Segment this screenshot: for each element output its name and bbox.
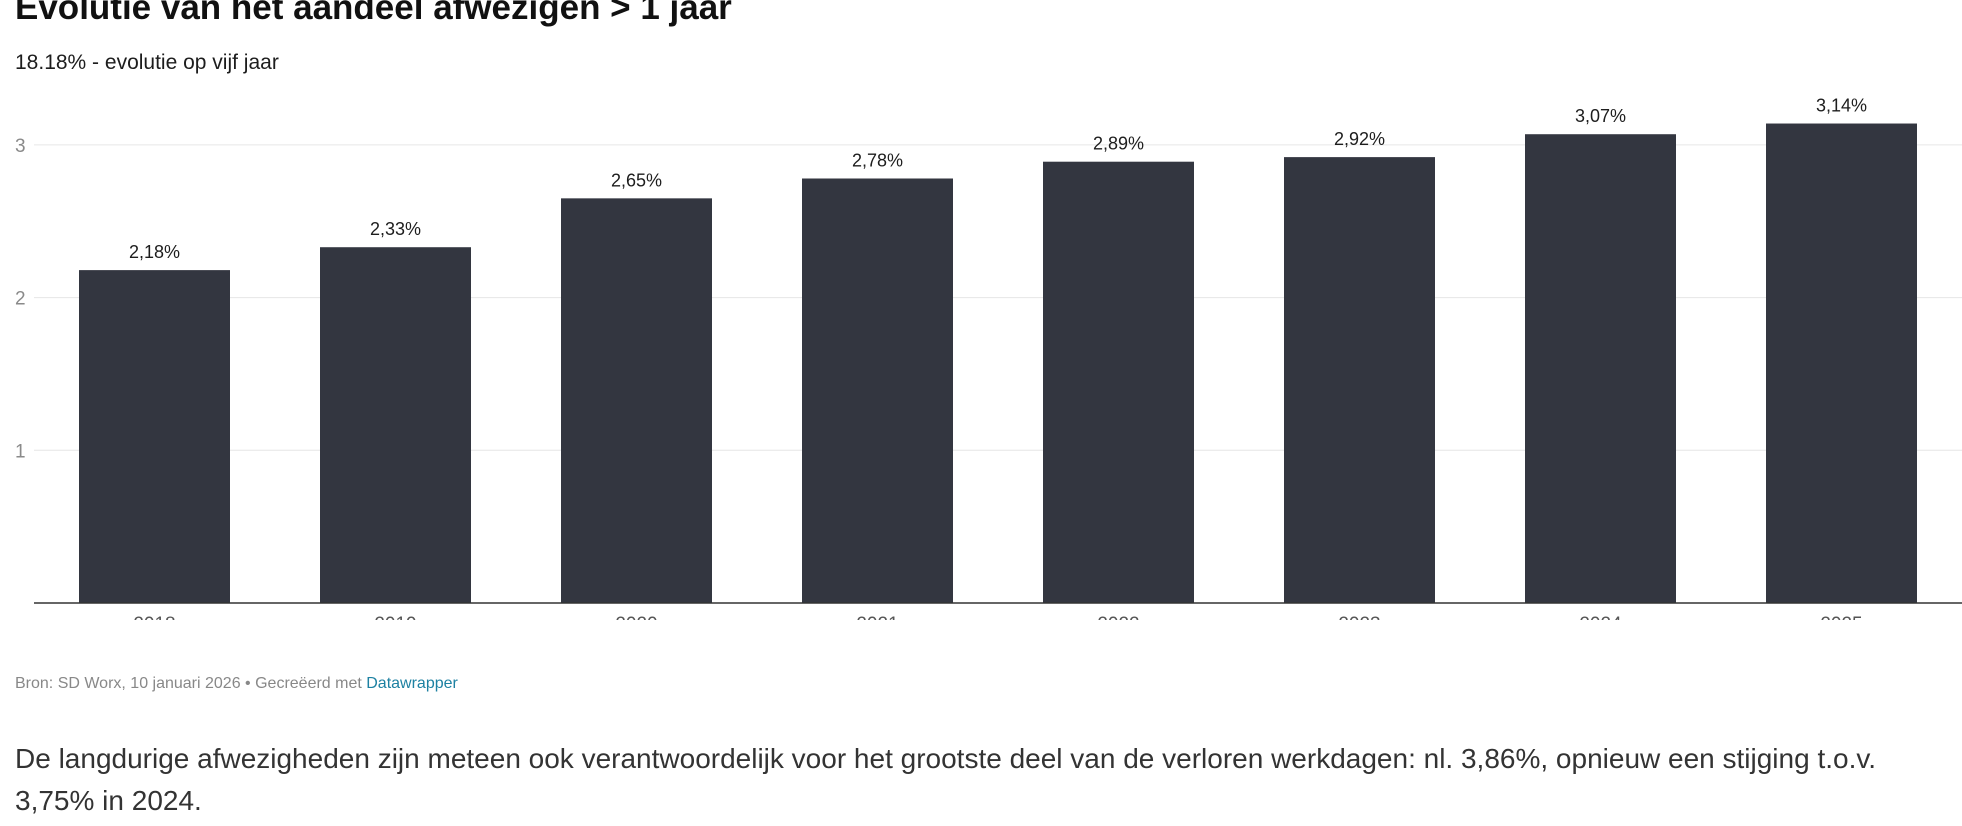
chart-subtitle: 18.18% - evolutie op vijf jaar	[15, 51, 279, 74]
bar-2025	[1766, 123, 1917, 603]
bar-2024	[1525, 134, 1676, 603]
x-tick-label: 2019	[374, 614, 416, 620]
bar-2018	[79, 270, 230, 603]
source-text: Bron: SD Worx, 10 januari 2026 • Gecreëe…	[15, 675, 367, 692]
value-label: 2,92%	[1334, 129, 1385, 149]
axes: 1 2 3 2018 2019 2020 2021 2022 2023 2024 2025	[15, 136, 1962, 620]
x-tick-label: 2022	[1097, 614, 1139, 620]
value-label: 2,18%	[129, 242, 180, 262]
x-tick-label: 2024	[1579, 614, 1622, 620]
body-paragraph: De langdurige afwezigheden zijn meteen o…	[15, 743, 1877, 816]
datawrapper-link[interactable]: Datawrapper	[366, 675, 458, 692]
bar-2019	[320, 247, 471, 604]
x-tick-label: 2021	[856, 614, 898, 620]
y-tick-label: 3	[15, 136, 26, 157]
source-line: Bron: SD Worx, 10 januari 2026 • Gecreëe…	[15, 674, 458, 694]
bar-2022	[1043, 161, 1194, 603]
value-labels: 2,18% 2,33% 2,65% 2,78% 2,89% 2,92% 3,07% 3,14%	[129, 96, 1867, 263]
bars	[79, 123, 1917, 604]
y-tick-label: 1	[15, 441, 26, 462]
bar-2020	[561, 198, 712, 603]
x-tick-label: 2020	[615, 614, 657, 620]
x-tick-label: 2025	[1820, 614, 1862, 620]
value-label: 2,65%	[611, 170, 662, 190]
x-tick-label: 2018	[133, 614, 175, 620]
value-label: 3,07%	[1575, 106, 1626, 126]
y-tick-label: 2	[15, 289, 26, 310]
chart-title: Evolutie van het aandeel afwezigen > 1 j…	[15, 0, 732, 27]
value-label: 2,33%	[370, 219, 421, 239]
x-tick-label: 2023	[1338, 614, 1380, 620]
bar-2023	[1284, 157, 1435, 603]
bar-chart: 2,18% 2,33% 2,65% 2,78% 2,89% 2,92% 3,07% 3,14%…	[15, 96, 1962, 620]
value-label: 2,78%	[852, 150, 903, 170]
value-label: 2,89%	[1093, 134, 1144, 154]
value-label: 3,14%	[1816, 96, 1867, 116]
bar-2021	[802, 178, 953, 603]
